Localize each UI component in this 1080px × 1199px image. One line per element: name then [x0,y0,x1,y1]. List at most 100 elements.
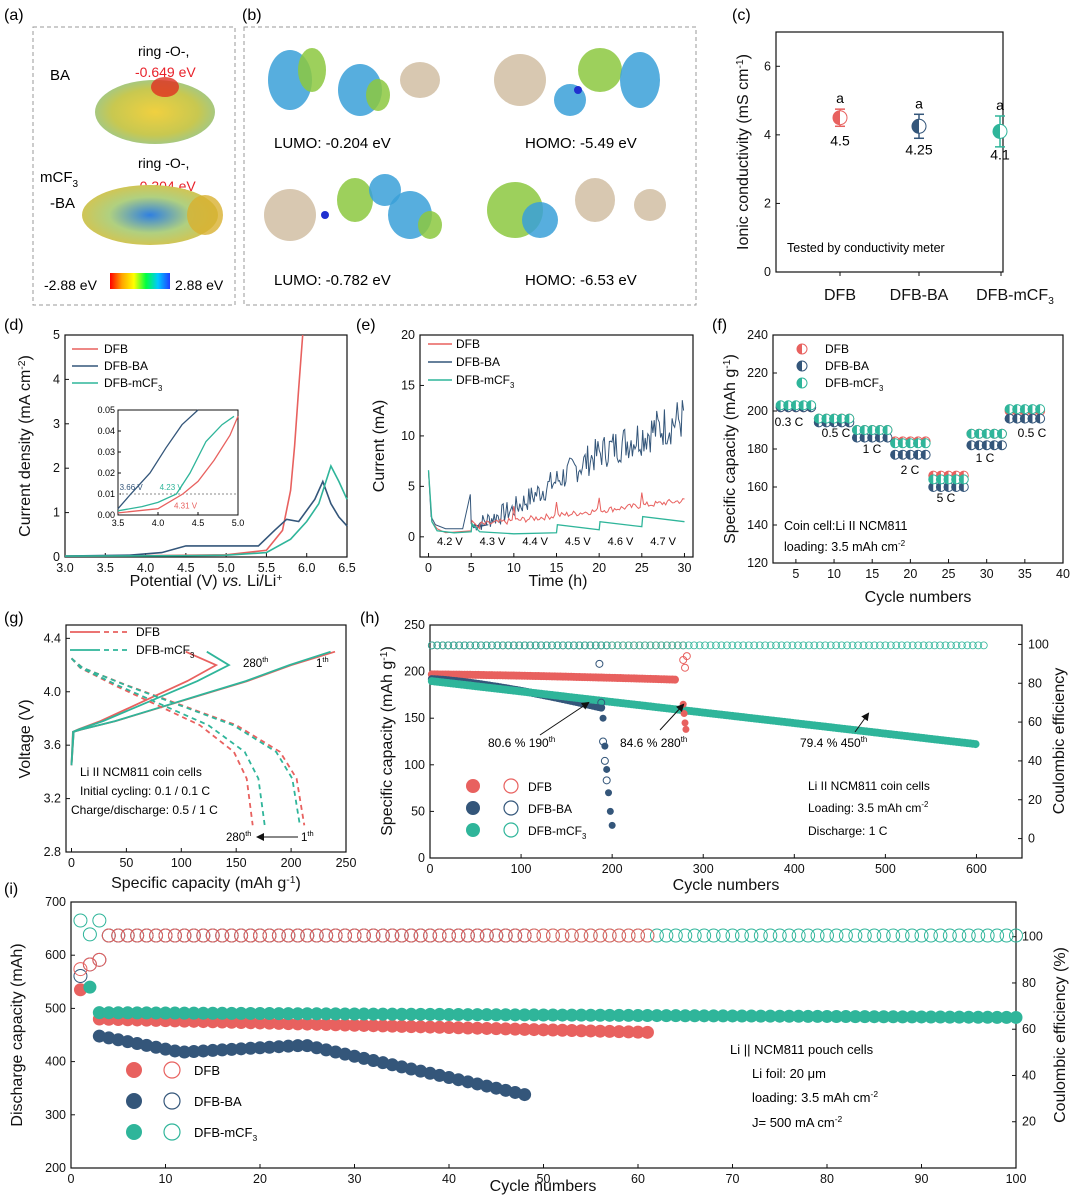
capacity-point [272,1040,286,1054]
legend-label: DFB-BA [456,355,500,369]
text-span: Discharge capacity (mAh) [9,943,26,1126]
capacity-point [234,1015,248,1029]
data-point-fill [829,414,835,424]
ring-o-label-1: ring -O-, [138,43,189,59]
capacity-point [177,1045,191,1059]
panel-letter-b: (b) [242,7,262,24]
voltage-step-label: 4.3 V [480,536,506,548]
x-tick-label: 250 [336,856,357,870]
inset-y-tick-label: 0.02 [97,468,115,478]
ce-point [602,641,611,650]
capacity-point [451,1021,465,1035]
colorscale-bar [110,273,170,289]
ce-point [262,928,277,943]
legend-label: DFB [136,625,160,639]
orbital-label-homo-1: HOMO: -5.49 eV [525,135,637,152]
capacity-point [348,1018,361,1032]
inset-y-tick-label: 0.03 [97,447,115,457]
ce-point [957,641,966,650]
capacity-point [348,1007,361,1021]
capacity-point [376,1019,390,1033]
series-line [64,463,348,557]
ce-point [537,641,546,650]
y-tick-label: 100 [1022,930,1043,944]
ce-point [701,641,709,650]
capacity-point [395,1007,409,1021]
data-point-fill [911,119,919,134]
ce-point [684,641,693,650]
text-span: ) [17,355,34,360]
data-point-fill [860,433,865,443]
ce-point [319,928,334,943]
y-tick-label: 250 [404,618,425,632]
ce-point [826,641,835,650]
capacity-point [489,1008,503,1022]
legend-label: DFB-BA [528,802,572,816]
data-point-fill [913,438,918,448]
molecule-mcf3-label-suffix: -BA [50,195,75,212]
data-point-fill [1005,404,1010,414]
rate-label: 0.5 C [1018,426,1047,440]
ce-point [564,928,579,943]
x-tick-label: 30 [678,561,692,575]
legend-marker-filled [126,1093,142,1109]
ce-point [498,928,513,943]
ce-point [404,928,419,943]
x-category-label: DFB [824,287,856,304]
ce-point [602,928,617,943]
legend-label: DFB [456,337,480,351]
ce-point [799,641,808,650]
ce-point [477,641,485,650]
text-span: -1 [735,59,746,68]
chart-i: 0 10 20 30 40 50 60 70 80 90 100 200 300 400 500 600 700… [9,895,1069,1195]
ce-point [744,928,759,943]
panel-letter-f: (f) [712,317,727,334]
text-span: DFB-mCF [456,373,510,387]
data-point-fill [860,425,865,435]
ce-point [234,928,249,943]
ce-point [508,928,523,943]
ce-point [531,641,540,650]
ce-point [215,928,230,943]
y-tick-label: 60 [1028,715,1042,729]
x-tick-label: 600 [966,862,987,876]
capacity-point [603,1024,617,1038]
ce-point [504,641,513,650]
ce-point [575,641,584,650]
ce-point [602,776,611,785]
capacity-point [300,1007,314,1021]
ce-point [791,928,806,943]
capacity-point [414,1020,428,1034]
legend-label: DFB [528,780,552,794]
legend-label: DFB [825,342,849,356]
series-line-dfb-ba [428,400,685,531]
y-axis-title: Current (mA) [371,400,388,492]
voltage-step-label: 4.5 V [565,536,591,548]
data-point-fill [989,429,995,439]
data-point-fill [867,425,873,435]
capacity-point [92,1006,106,1020]
data-point-fill [783,400,789,410]
y-tick-label: 200 [45,1161,66,1175]
text-span: Potential (V) [130,573,222,590]
ce-point [753,928,768,943]
capacity-point [606,807,614,815]
ce-point [613,641,622,650]
ce-point [630,641,638,650]
note-text: loading: 3.5 mAh cm-2 [784,539,906,554]
ce-point [92,913,107,928]
ce-point [974,641,983,650]
capacity-point [206,1043,220,1057]
capacity-point [681,719,689,727]
ce-point [366,928,381,943]
ce-point [728,641,737,650]
panel-b-frame [243,26,697,306]
capacity-point [442,1021,456,1035]
cycle-label: 280th [243,655,268,670]
x-tick-label: 100 [1006,1172,1027,1186]
ce-point [111,928,126,943]
retention-annotation: 79.4 % 450th [800,735,867,750]
y-tick-label: 240 [747,328,768,342]
